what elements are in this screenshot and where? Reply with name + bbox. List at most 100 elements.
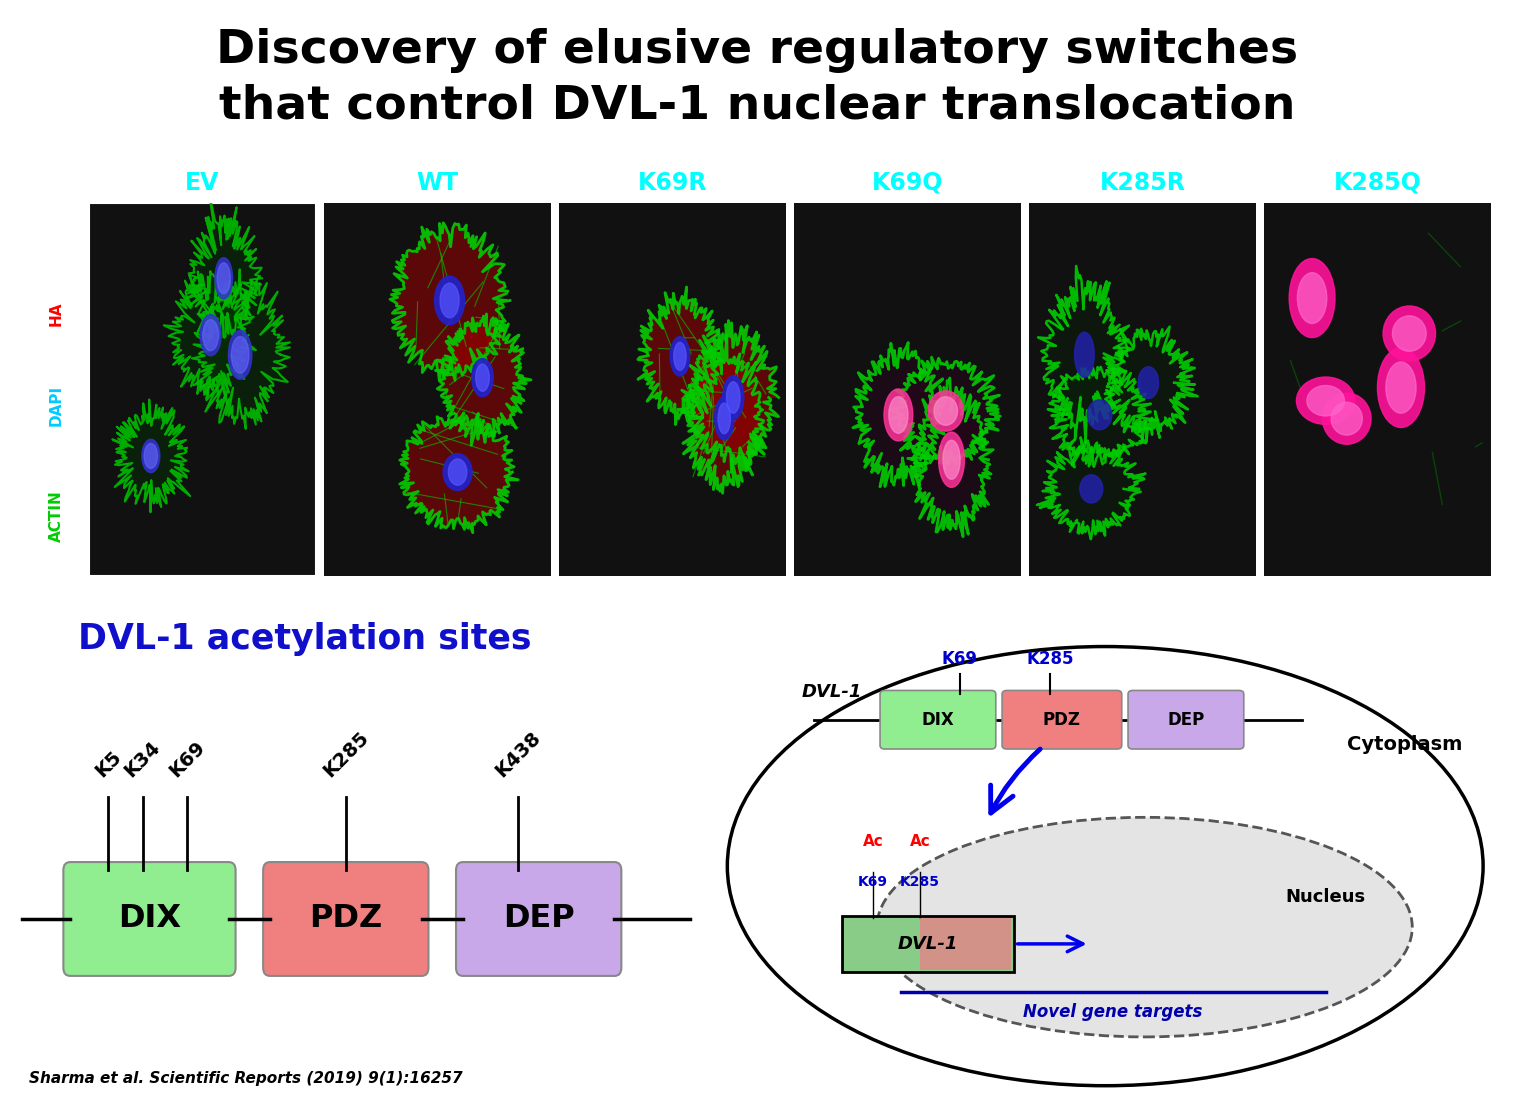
Ellipse shape [943, 440, 960, 479]
Ellipse shape [727, 647, 1484, 1086]
Ellipse shape [142, 439, 160, 472]
Ellipse shape [674, 343, 686, 370]
FancyArrowPatch shape [1017, 936, 1083, 952]
Ellipse shape [203, 319, 218, 350]
Ellipse shape [722, 376, 743, 419]
Text: Discovery of elusive regulatory switches: Discovery of elusive regulatory switches [217, 28, 1297, 73]
Text: that control DVL-1 nuclear translocation: that control DVL-1 nuclear translocation [218, 83, 1296, 129]
Ellipse shape [1297, 273, 1326, 324]
Polygon shape [192, 269, 289, 429]
Bar [559, 203, 786, 576]
Ellipse shape [928, 390, 963, 431]
Polygon shape [164, 271, 256, 405]
FancyBboxPatch shape [456, 862, 621, 976]
Polygon shape [889, 357, 1001, 469]
FancyBboxPatch shape [64, 862, 236, 976]
Text: Ac: Ac [863, 834, 883, 849]
Text: DVL-1: DVL-1 [802, 683, 863, 701]
Ellipse shape [215, 257, 233, 298]
Ellipse shape [877, 817, 1413, 1037]
Ellipse shape [1139, 367, 1158, 398]
Ellipse shape [444, 454, 472, 490]
Text: PDZ: PDZ [1043, 711, 1081, 729]
Text: /: / [48, 454, 64, 459]
Text: DVL-1: DVL-1 [898, 935, 958, 953]
Ellipse shape [1331, 403, 1363, 435]
FancyArrowPatch shape [990, 749, 1040, 813]
Ellipse shape [884, 389, 913, 441]
Text: K285: K285 [1026, 650, 1073, 668]
Text: PDZ: PDZ [309, 904, 383, 935]
Ellipse shape [1075, 333, 1095, 377]
Polygon shape [1101, 326, 1198, 442]
Polygon shape [908, 378, 993, 537]
Text: EV: EV [185, 171, 220, 195]
Polygon shape [637, 287, 722, 425]
Bar [793, 203, 1022, 576]
Ellipse shape [441, 283, 459, 318]
Polygon shape [391, 223, 510, 380]
Ellipse shape [939, 433, 964, 487]
Ellipse shape [718, 403, 730, 434]
Ellipse shape [448, 459, 466, 486]
Text: DAPI: DAPI [48, 385, 64, 426]
Text: K285Q: K285Q [1334, 171, 1422, 195]
Ellipse shape [435, 276, 465, 325]
Text: DIX: DIX [118, 904, 182, 935]
Text: /: / [48, 357, 64, 363]
Polygon shape [1039, 266, 1132, 442]
Ellipse shape [1378, 348, 1425, 427]
Ellipse shape [1296, 377, 1355, 425]
Text: ACTIN: ACTIN [48, 490, 64, 542]
Ellipse shape [671, 337, 690, 376]
FancyBboxPatch shape [1002, 691, 1122, 749]
Ellipse shape [1322, 393, 1372, 445]
Text: K5: K5 [91, 747, 126, 781]
Text: MDA-MB-468: MDA-MB-468 [684, 152, 837, 172]
Text: Cytoplasm: Cytoplasm [1346, 734, 1463, 754]
Text: Sharma et al. Scientific Reports (2019) 9(1):16257: Sharma et al. Scientific Reports (2019) … [29, 1070, 463, 1086]
Text: K69: K69 [858, 875, 889, 889]
Text: K34: K34 [121, 737, 164, 781]
Ellipse shape [1385, 362, 1416, 414]
Text: DEP: DEP [503, 904, 574, 935]
Polygon shape [188, 194, 262, 342]
Ellipse shape [1079, 475, 1102, 502]
Ellipse shape [200, 315, 221, 356]
Polygon shape [112, 399, 191, 512]
Polygon shape [678, 335, 765, 494]
Polygon shape [1048, 367, 1158, 467]
Text: K285: K285 [319, 728, 372, 781]
Text: Novel gene targets: Novel gene targets [1023, 1004, 1202, 1021]
Text: HA: HA [48, 302, 64, 326]
Text: DVL-1 acetylation sites: DVL-1 acetylation sites [77, 622, 531, 657]
FancyBboxPatch shape [880, 691, 996, 749]
Text: K438: K438 [492, 728, 545, 781]
Polygon shape [400, 414, 518, 532]
Ellipse shape [144, 444, 157, 468]
Polygon shape [436, 314, 531, 446]
Text: K69R: K69R [637, 171, 707, 195]
Text: DEP: DEP [1167, 711, 1205, 729]
Bar [89, 203, 316, 576]
Ellipse shape [715, 397, 734, 440]
FancyBboxPatch shape [921, 918, 1011, 969]
Text: K69Q: K69Q [872, 171, 943, 195]
Ellipse shape [1087, 400, 1111, 430]
Ellipse shape [727, 381, 740, 414]
Ellipse shape [217, 263, 230, 294]
Bar [1028, 203, 1257, 576]
Text: WT: WT [416, 171, 459, 195]
Ellipse shape [1393, 316, 1426, 352]
Ellipse shape [1307, 386, 1344, 416]
FancyBboxPatch shape [1128, 691, 1245, 749]
Ellipse shape [934, 397, 957, 425]
Text: K69: K69 [165, 737, 209, 781]
FancyBboxPatch shape [263, 862, 428, 976]
Text: Ac: Ac [910, 834, 931, 849]
Ellipse shape [232, 336, 248, 374]
Text: Nucleus: Nucleus [1285, 887, 1366, 906]
FancyBboxPatch shape [842, 916, 1014, 973]
Bar [324, 203, 551, 576]
Text: K285R: K285R [1099, 171, 1185, 195]
